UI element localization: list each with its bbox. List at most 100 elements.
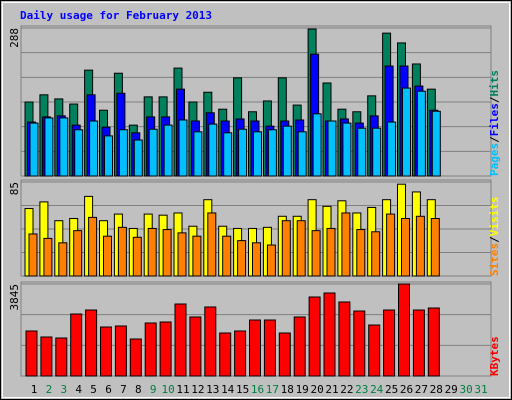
x-tick-label: 8 xyxy=(135,383,142,396)
bar xyxy=(341,212,351,277)
x-tick-label: 11 xyxy=(176,383,189,396)
bar xyxy=(327,120,337,177)
bar xyxy=(144,322,157,377)
bar xyxy=(267,129,277,177)
bar xyxy=(222,235,232,277)
bar xyxy=(58,242,68,277)
bar xyxy=(234,330,247,377)
bar xyxy=(402,87,411,177)
bar xyxy=(431,110,441,177)
legend: Sites/Visits xyxy=(488,197,501,277)
bar xyxy=(219,332,232,377)
legend-separator: / xyxy=(488,136,501,143)
bar xyxy=(416,90,426,177)
bar xyxy=(412,309,425,377)
x-tick-label: 6 xyxy=(105,383,112,396)
bar xyxy=(85,309,98,377)
bar xyxy=(223,132,233,177)
x-tick-label: 7 xyxy=(120,383,127,396)
bar xyxy=(326,227,336,277)
x-tick-label: 20 xyxy=(310,383,323,396)
bar xyxy=(132,236,142,277)
x-tick-label: 22 xyxy=(340,383,353,396)
bar xyxy=(74,129,84,177)
bar xyxy=(383,309,396,377)
bar xyxy=(118,129,128,177)
bar xyxy=(192,235,202,277)
legend-entry: Hits xyxy=(488,70,501,97)
bar xyxy=(253,131,262,177)
chart-title: Daily usage for February 2013 xyxy=(20,9,212,22)
bar xyxy=(133,139,143,177)
x-tick-label: 5 xyxy=(90,383,97,396)
bar xyxy=(278,332,291,377)
bar xyxy=(88,216,98,277)
bar xyxy=(40,336,53,377)
bar xyxy=(371,231,381,277)
x-tick-label: 15 xyxy=(236,383,249,396)
bar xyxy=(25,330,38,377)
x-tick-label: 30 xyxy=(459,383,472,396)
bar xyxy=(237,240,247,277)
x-tick-label: 31 xyxy=(474,383,487,396)
bar xyxy=(89,120,99,177)
bar xyxy=(104,135,113,177)
bar xyxy=(162,229,172,277)
bar xyxy=(55,337,68,377)
bar xyxy=(44,117,54,177)
bar xyxy=(308,296,321,377)
bar xyxy=(129,338,142,377)
bar xyxy=(338,301,351,377)
bar xyxy=(59,117,69,177)
x-tick-label: 2 xyxy=(46,383,53,396)
bar xyxy=(73,230,83,277)
y-tick-label: 85 xyxy=(8,182,21,195)
x-tick-label: 19 xyxy=(296,383,309,396)
legend: KBytes xyxy=(488,336,501,376)
bar xyxy=(207,212,217,277)
bar xyxy=(398,283,410,377)
legend-entry: Sites xyxy=(488,243,501,276)
bar xyxy=(114,325,127,377)
bar xyxy=(70,313,83,377)
bar xyxy=(312,113,322,177)
bar xyxy=(117,226,127,277)
bar xyxy=(281,220,291,277)
x-tick-label: 9 xyxy=(150,383,157,396)
bar xyxy=(282,125,292,177)
y-tick-label: 3845 xyxy=(8,284,21,311)
bar xyxy=(249,319,261,377)
x-tick-label: 25 xyxy=(385,383,398,396)
bar xyxy=(29,122,39,177)
bar xyxy=(178,119,188,177)
x-tick-label: 23 xyxy=(355,383,368,396)
bar xyxy=(28,233,38,277)
legend-entry: KBytes xyxy=(488,336,501,376)
bar xyxy=(323,292,336,377)
bar xyxy=(100,326,112,377)
x-tick-label: 3 xyxy=(60,383,67,396)
x-tick-label: 28 xyxy=(430,383,443,396)
legend-entry: Files xyxy=(488,103,501,136)
bar xyxy=(43,237,53,277)
bar xyxy=(430,217,440,277)
legend-entry: Pages xyxy=(488,143,501,176)
bar xyxy=(357,127,367,177)
bar xyxy=(342,122,352,177)
bar xyxy=(193,131,203,177)
bar xyxy=(401,217,410,277)
bar xyxy=(238,128,248,177)
y-tick-label: 288 xyxy=(8,28,21,48)
bar xyxy=(266,244,276,277)
bar xyxy=(163,124,173,177)
x-tick-label: 16 xyxy=(251,383,264,396)
x-tick-label: 21 xyxy=(325,383,338,396)
legend-separator: / xyxy=(488,236,501,243)
bar xyxy=(387,121,397,177)
bar xyxy=(103,235,112,277)
bar xyxy=(356,229,366,277)
legend-separator: / xyxy=(488,96,501,103)
x-tick-label: 17 xyxy=(266,383,279,396)
bar xyxy=(159,321,172,377)
bar xyxy=(147,227,157,277)
